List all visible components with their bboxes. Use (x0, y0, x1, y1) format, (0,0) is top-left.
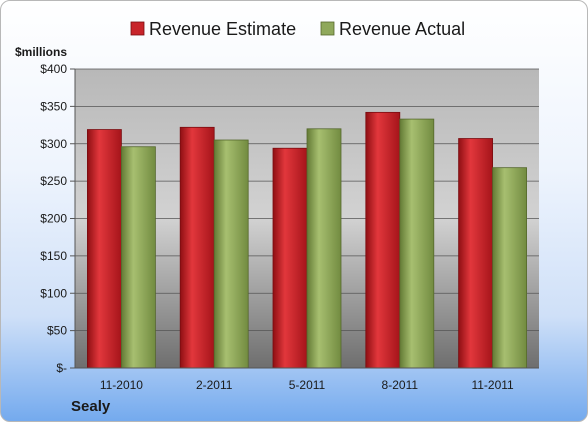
y-tick-label: $350 (40, 99, 67, 113)
y-unit-label: $millions (15, 45, 67, 59)
x-tick-label: 8-2011 (382, 378, 419, 392)
bars (87, 111, 528, 369)
y-tick-label: $400 (40, 62, 67, 76)
legend: Revenue Estimate Revenue Actual (130, 19, 465, 39)
bar-revenue-estimate (87, 129, 122, 369)
x-tick-label: 2-2011 (196, 378, 233, 392)
bar-revenue-estimate (179, 126, 215, 369)
bar-revenue-actual (399, 118, 435, 369)
bar-revenue-estimate (272, 147, 308, 369)
legend-label: Revenue Estimate (149, 19, 296, 39)
y-axis: $- $50 $100 $150 $200 $250 $300 $350 $400 (40, 62, 76, 375)
y-tick-label: $50 (47, 324, 67, 338)
legend-swatch (320, 21, 335, 36)
bar-revenue-estimate (365, 111, 401, 369)
y-tick-label: $200 (40, 212, 67, 226)
bar-revenue-actual (306, 128, 342, 369)
y-tick-label: $250 (40, 174, 67, 188)
x-tick-label: 11-2010 (100, 378, 143, 392)
y-tick-label: $100 (40, 286, 67, 300)
y-tick-label: $300 (40, 137, 67, 151)
bar-revenue-estimate (458, 138, 494, 369)
x-tick-label: 5-2011 (289, 378, 326, 392)
bar-revenue-actual (213, 139, 249, 369)
x-axis: 11-2010 2-2011 5-2011 8-2011 11-2011 (75, 367, 539, 392)
y-tick-label: $- (56, 361, 67, 375)
legend-swatch (130, 21, 145, 36)
legend-label: Revenue Actual (339, 19, 465, 39)
bar-revenue-actual (492, 167, 528, 369)
company-name: Sealy (71, 398, 111, 415)
y-tick-label: $150 (40, 249, 67, 263)
bar-revenue-actual (121, 146, 156, 369)
x-tick-label: 11-2011 (471, 378, 514, 392)
